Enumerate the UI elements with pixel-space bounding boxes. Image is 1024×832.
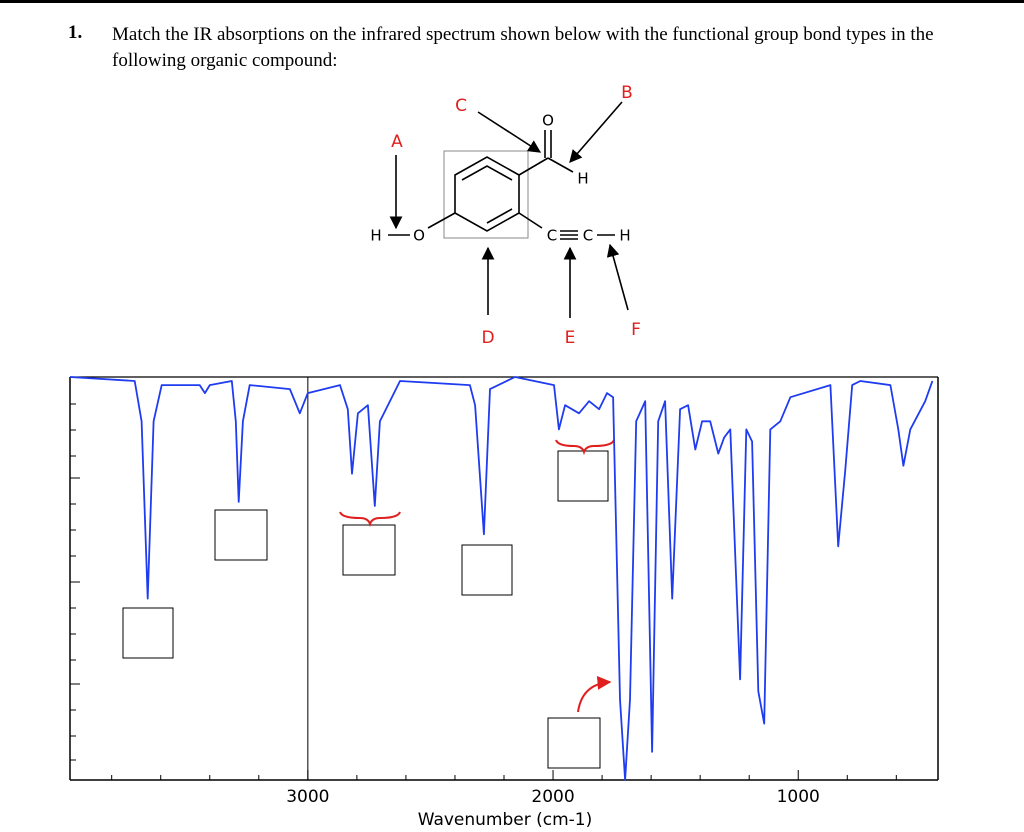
atom: H xyxy=(619,227,630,245)
label: A xyxy=(391,132,403,152)
brackets xyxy=(339,439,615,713)
answer-boxes xyxy=(122,450,609,769)
x-tick-label: 2000 xyxy=(531,787,574,807)
atom: C xyxy=(583,227,593,245)
x-tick-label: 1000 xyxy=(777,787,820,807)
top-rule xyxy=(0,0,1024,3)
atom: C xyxy=(547,227,557,245)
label: E xyxy=(565,328,576,348)
question-number: 1. xyxy=(68,22,83,43)
label: B xyxy=(621,83,633,103)
spectrum-line xyxy=(69,376,934,781)
label: F xyxy=(631,320,641,340)
molecule xyxy=(388,101,629,318)
question-text: Match the IR absorptions on the infrared… xyxy=(112,24,934,71)
atom: O xyxy=(542,112,554,130)
atom: H xyxy=(370,227,381,245)
atom: H xyxy=(577,170,588,188)
x-tick-label: 3000 xyxy=(286,787,329,807)
label: C xyxy=(455,96,467,116)
label: D xyxy=(481,328,494,348)
atom: O xyxy=(413,227,425,245)
x-axis-label: Wavenumber (cm-1) xyxy=(418,810,593,830)
